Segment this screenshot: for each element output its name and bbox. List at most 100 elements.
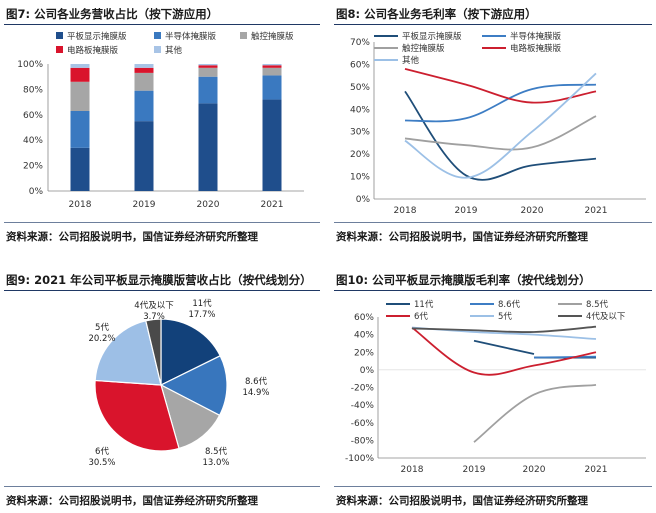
bar-segment [262,65,282,68]
pie-slice [159,354,228,417]
legend-label: 触控掩膜版 [251,31,294,42]
x-tick-label: 2019 [455,206,478,216]
legend-label: 8.6代 [498,299,521,310]
y-tick-label: 40% [354,331,374,341]
legend-swatch [154,46,161,53]
series-line [411,325,597,334]
bar-segment [262,75,282,100]
legend-label: 平板显示掩膜版 [402,31,462,42]
slice-name: 5代 [95,322,109,333]
x-tick-label: 2020 [197,200,220,210]
title-rule-fig9 [4,290,320,291]
series-line [473,339,535,355]
bar-segment [134,121,154,191]
legend-label: 半导体掩膜版 [165,31,217,42]
bar-segment [198,64,218,66]
series-line [404,115,597,151]
legend-label: 电路板掩膜版 [510,43,562,54]
title-rule-fig7 [4,24,320,25]
title-rule-fig8 [334,24,652,25]
bar-segment [134,90,154,122]
pie-slice [160,318,221,386]
y-tick-label: -60% [351,419,375,429]
legend-swatch [240,32,247,39]
slice-name: 6代 [95,446,109,457]
pie-slice [94,320,162,386]
y-tick-label: 20% [354,348,374,358]
bar-segment [134,67,154,73]
y-tick-label: 0% [360,366,375,376]
y-tick-label: 20% [350,150,370,160]
legend-label: 平板显示掩膜版 [67,31,127,42]
y-tick-label: 40% [23,136,43,146]
y-tick-label: 60% [354,313,374,323]
source-rule-fig10 [334,486,652,487]
bar-segment [70,110,90,148]
y-tick-label: 30% [350,128,370,138]
slice-name: 8.5代 [205,446,228,457]
slice-value: 3.7% [143,312,165,322]
slice-value: 14.9% [242,388,269,398]
series-line [404,83,597,123]
y-tick-label: 80% [23,85,43,95]
x-tick-label: 2021 [585,465,608,475]
slice-value: 13.0% [202,458,229,468]
bar-segment [134,64,154,68]
source-note-fig8: 资料来源：公司招股说明书，国信证券经济研究所整理 [336,231,588,243]
bar-segment [134,72,154,91]
legend-swatch [56,32,63,39]
legend-label: 其他 [402,55,420,66]
series-line [404,90,597,181]
source-rule-fig7 [4,222,320,223]
x-tick-label: 2018 [394,206,417,216]
bar-segment [198,67,218,77]
legend-label: 半导体掩膜版 [510,31,562,42]
pie-slice [145,318,162,386]
pie-slice [94,379,180,452]
slice-name: 8.6代 [245,376,268,387]
source-rule-fig8 [334,222,652,223]
y-tick-label: 50% [350,83,370,93]
series-line [533,355,597,359]
chart-title-fig8: 图8: 公司各业务毛利率（按下游应用） [336,7,537,21]
y-tick-label: 60% [23,111,43,121]
slice-name: 11代 [192,298,212,309]
x-tick-label: 2019 [463,465,486,475]
legend-label: 8.5代 [586,299,609,310]
bar-segment [70,147,90,191]
x-tick-label: 2020 [521,206,544,216]
y-tick-label: 10% [350,173,370,183]
y-tick-label: -20% [351,384,375,394]
series-line [411,326,597,376]
x-tick-label: 2020 [523,465,546,475]
legend-label: 11代 [414,299,434,310]
source-note-fig10: 资料来源：公司招股说明书，国信证券经济研究所整理 [336,495,588,507]
bar-segment [198,65,218,68]
legend-label: 电路板掩膜版 [67,45,119,56]
y-tick-label: 0% [356,195,371,205]
source-rule-fig9 [4,486,320,487]
y-tick-label: -40% [351,401,375,411]
bar-segment [262,67,282,76]
legend-label: 6代 [414,311,428,322]
y-tick-label: -80% [351,436,375,446]
bar-segment [262,64,282,66]
chart-title-fig9: 图9: 2021 年公司平板显示掩膜版营收占比（按代线划分） [6,273,312,287]
y-tick-label: 20% [23,162,43,172]
source-note-fig9: 资料来源：公司招股说明书，国信证券经济研究所整理 [6,495,258,507]
legend-label: 触控掩膜版 [402,43,445,54]
bar-segment [198,76,218,104]
legend-label: 4代及以下 [586,311,626,322]
x-tick-label: 2021 [261,200,284,210]
legend-label: 5代 [498,311,512,322]
chart-margin-by-business: 0% 10% 20% 30% 40% 50% 60% 70% 2018 2019 2020 2021 平… [350,31,646,216]
bar-segment [198,103,218,191]
y-tick-label: 0% [29,187,44,197]
legend-label: 其他 [165,45,183,56]
bar-segment [262,99,282,191]
slice-value: 20.2% [88,334,115,344]
source-note-fig7: 资料来源：公司招股说明书，国信证券经济研究所整理 [6,231,258,243]
x-tick-label: 2021 [585,206,608,216]
